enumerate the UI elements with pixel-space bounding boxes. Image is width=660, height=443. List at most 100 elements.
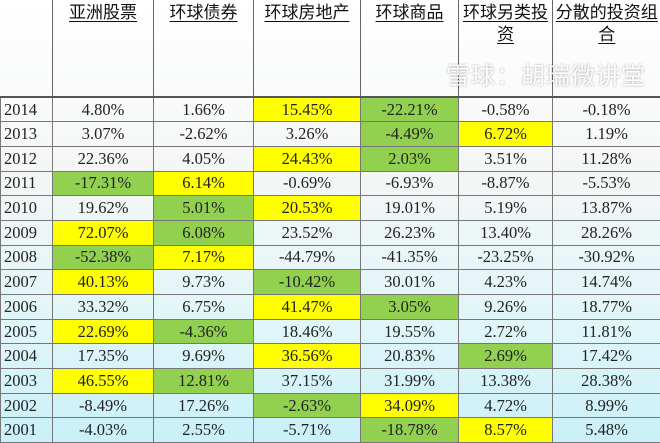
column-header-label: 亚洲股票 bbox=[69, 3, 137, 23]
return-cell: 19.55% bbox=[360, 318, 459, 345]
table-row: 2003 46.55% 12.81% 37.15% 31.99% 13.38% 28.38% bbox=[0, 368, 660, 394]
return-cell: -2.63% bbox=[253, 392, 361, 419]
return-cell: -0.69% bbox=[253, 170, 361, 197]
return-cell: -6.93% bbox=[360, 170, 459, 197]
return-cell: 26.23% bbox=[360, 219, 459, 246]
table-row: 2010 19.62% 5.01% 20.53% 19.01% 5.19% 13.87% bbox=[0, 195, 660, 221]
table-row: 2013 3.07% -2.62% 3.26% -4.49% 6.72% 1.19% bbox=[0, 121, 660, 147]
return-cell: 4.05% bbox=[153, 145, 254, 172]
return-cell: 7.17% bbox=[153, 244, 254, 271]
return-cell: 9.73% bbox=[153, 269, 254, 295]
column-header: 亚洲股票 bbox=[52, 0, 154, 98]
table-row: 2011 -17.31% 6.14% -0.69% -6.93% -8.87% -5.53% bbox=[0, 170, 660, 197]
return-cell: -10.42% bbox=[253, 269, 361, 295]
return-cell: 6.14% bbox=[153, 170, 254, 197]
return-cell: 12.81% bbox=[153, 368, 254, 394]
return-cell: 5.01% bbox=[153, 195, 254, 221]
return-cell: 33.32% bbox=[52, 294, 154, 320]
year-cell: 2013 bbox=[0, 121, 53, 147]
year-cell: 2003 bbox=[0, 368, 53, 394]
return-cell: -41.35% bbox=[360, 244, 459, 271]
return-cell: -52.38% bbox=[52, 244, 154, 271]
return-cell: 9.26% bbox=[458, 294, 553, 320]
year-cell: 2010 bbox=[0, 195, 53, 221]
return-cell: 5.19% bbox=[458, 195, 553, 221]
return-cell: 1.19% bbox=[552, 121, 660, 147]
return-cell: 18.46% bbox=[253, 318, 361, 345]
return-cell: 36.56% bbox=[253, 343, 361, 370]
return-cell: 40.13% bbox=[52, 269, 154, 295]
column-header: 环球另类投资 bbox=[458, 0, 553, 98]
return-cell: 8.99% bbox=[552, 392, 660, 419]
return-cell: -18.78% bbox=[360, 417, 459, 443]
return-cell: -2.62% bbox=[153, 121, 254, 147]
table-row: 2012 22.36% 4.05% 24.43% 2.03% 3.51% 11.28% bbox=[0, 145, 660, 172]
column-header bbox=[0, 0, 53, 98]
column-header: 环球商品 bbox=[360, 0, 459, 98]
return-cell: 17.42% bbox=[552, 343, 660, 370]
return-cell: -5.53% bbox=[552, 170, 660, 197]
return-cell: 22.36% bbox=[52, 145, 154, 172]
column-header: 分散的投资组合 bbox=[552, 0, 660, 98]
return-cell: -23.25% bbox=[458, 244, 553, 271]
return-cell: 3.05% bbox=[360, 294, 459, 320]
table-row: 2001 -4.03% 2.55% -5.71% -18.78% 8.57% 5.48% bbox=[0, 417, 660, 443]
year-cell: 2012 bbox=[0, 145, 53, 172]
table-row: 2007 40.13% 9.73% -10.42% 30.01% 4.23% 14.74% bbox=[0, 269, 660, 295]
year-cell: 2009 bbox=[0, 219, 53, 246]
year-cell: 2014 bbox=[0, 96, 53, 123]
year-cell: 2006 bbox=[0, 294, 53, 320]
return-cell: -5.71% bbox=[253, 417, 361, 443]
column-header: 环球房地产 bbox=[253, 0, 361, 98]
return-cell: 6.08% bbox=[153, 219, 254, 246]
year-cell: 2008 bbox=[0, 244, 53, 271]
return-cell: 13.40% bbox=[458, 219, 553, 246]
table-row: 2014 4.80% 1.66% 15.45% -22.21% -0.58% -0.18% bbox=[0, 96, 660, 123]
return-cell: 14.74% bbox=[552, 269, 660, 295]
return-cell: 3.26% bbox=[253, 121, 361, 147]
column-header-label: 环球另类投资 bbox=[463, 3, 548, 45]
return-cell: 4.72% bbox=[458, 392, 553, 419]
table-row: 2008 -52.38% 7.17% -44.79% -41.35% -23.25% -30… bbox=[0, 244, 660, 271]
return-cell: 34.09% bbox=[360, 392, 459, 419]
column-header: 环球债券 bbox=[153, 0, 254, 98]
return-cell: 22.69% bbox=[52, 318, 154, 345]
return-cell: -8.87% bbox=[458, 170, 553, 197]
return-cell: -8.49% bbox=[52, 392, 154, 419]
column-header-label: 环球房地产 bbox=[264, 3, 350, 23]
table-row: 2005 22.69% -4.36% 18.46% 19.55% 2.72% 11.81% bbox=[0, 318, 660, 345]
return-cell: 72.07% bbox=[52, 219, 154, 246]
return-cell: -17.31% bbox=[52, 170, 154, 197]
watermark: 雪球：胡瑞微讲堂 bbox=[446, 62, 646, 90]
return-cell: 18.77% bbox=[552, 294, 660, 320]
year-cell: 2007 bbox=[0, 269, 53, 295]
return-cell: 2.69% bbox=[458, 343, 553, 370]
return-cell: 3.51% bbox=[458, 145, 553, 172]
return-cell: 19.62% bbox=[52, 195, 154, 221]
table-row: 2004 17.35% 9.69% 36.56% 20.83% 2.69% 17.42% bbox=[0, 343, 660, 370]
return-cell: 6.72% bbox=[458, 121, 553, 147]
return-cell: 46.55% bbox=[52, 368, 154, 394]
table-row: 2009 72.07% 6.08% 23.52% 26.23% 13.40% 28.26% bbox=[0, 219, 660, 246]
return-cell: 4.80% bbox=[52, 96, 154, 123]
return-cell: 13.38% bbox=[458, 368, 553, 394]
return-cell: 11.28% bbox=[552, 145, 660, 172]
year-cell: 2002 bbox=[0, 392, 53, 419]
return-cell: 20.83% bbox=[360, 343, 459, 370]
return-cell: 30.01% bbox=[360, 269, 459, 295]
return-cell: -0.58% bbox=[458, 96, 553, 123]
return-cell: 5.48% bbox=[552, 417, 660, 443]
column-header-label: 环球商品 bbox=[375, 3, 444, 23]
return-cell: 6.75% bbox=[153, 294, 254, 320]
return-cell: -44.79% bbox=[253, 244, 361, 271]
return-cell: 3.07% bbox=[52, 121, 154, 147]
return-cell: 28.38% bbox=[552, 368, 660, 394]
year-cell: 2004 bbox=[0, 343, 53, 370]
header-row: 亚洲股票 环球债券 环球房地产 环球商品 环球另类投资 分散的投资组合 bbox=[0, 0, 660, 98]
return-cell: 2.55% bbox=[153, 417, 254, 443]
return-cell: -4.03% bbox=[52, 417, 154, 443]
return-cell: 31.99% bbox=[360, 368, 459, 394]
return-cell: -22.21% bbox=[360, 96, 459, 123]
return-cell: 41.47% bbox=[253, 294, 361, 320]
